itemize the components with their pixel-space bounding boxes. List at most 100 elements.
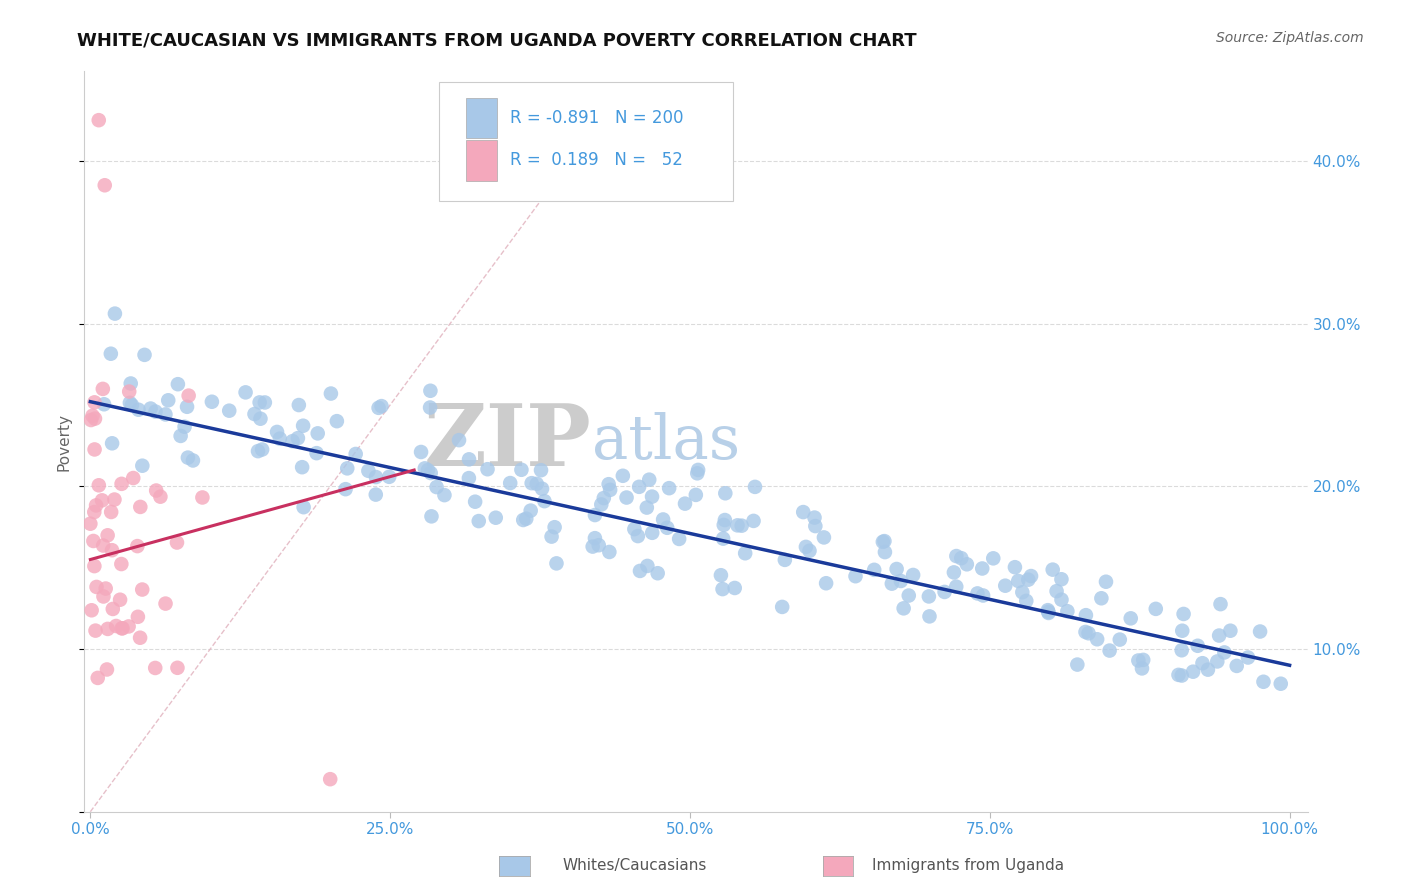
Point [79, 516, 101, 531]
Point [647, 566, 669, 581]
Point [543, 520, 565, 534]
Point [80, 413, 103, 427]
Point [84, 624, 107, 638]
Point [628, 480, 651, 494]
Point [897, 589, 920, 603]
Point [129, 500, 152, 514]
Point [157, 393, 180, 408]
Point [685, 488, 707, 502]
Point [281, 434, 304, 449]
Point [742, 514, 765, 528]
Point [91, 493, 114, 508]
Point [956, 558, 979, 572]
Point [1191, 657, 1213, 671]
Point [1045, 584, 1067, 599]
Point [711, 532, 734, 546]
Point [122, 471, 145, 485]
Point [319, 386, 342, 401]
Point [84, 499, 107, 513]
Point [966, 586, 988, 600]
Point [872, 534, 894, 549]
Point [181, 453, 204, 467]
Point [218, 403, 240, 417]
Point [91, 382, 114, 396]
Point [934, 585, 956, 599]
Point [129, 631, 152, 645]
Point [612, 468, 634, 483]
Point [94, 582, 117, 596]
Point [87, 113, 110, 128]
Point [167, 377, 190, 392]
Point [1011, 585, 1033, 599]
Point [1038, 605, 1060, 619]
Point [364, 487, 387, 501]
Point [419, 466, 441, 480]
Point [419, 401, 441, 415]
Point [1090, 591, 1112, 606]
Point [546, 557, 568, 571]
Point [127, 402, 149, 417]
Point [1219, 624, 1241, 638]
Point [499, 476, 522, 491]
Point [477, 462, 499, 476]
Point [468, 514, 491, 528]
Text: atlas: atlas [592, 411, 740, 472]
Point [96, 663, 118, 677]
Point [319, 772, 342, 787]
Point [420, 509, 443, 524]
Point [714, 486, 737, 500]
Point [1085, 632, 1108, 647]
Point [1187, 639, 1209, 653]
Point [87, 478, 110, 492]
Point [86, 580, 108, 594]
Point [419, 384, 441, 398]
Point [82, 409, 104, 423]
Point [844, 569, 866, 583]
Point [1128, 653, 1150, 667]
Point [710, 568, 733, 582]
Point [641, 490, 664, 504]
Point [1167, 668, 1189, 682]
Point [1237, 650, 1260, 665]
Point [426, 480, 449, 494]
Point [177, 450, 200, 465]
Point [367, 401, 389, 415]
Point [97, 622, 120, 636]
Text: Source: ZipAtlas.com: Source: ZipAtlas.com [1216, 31, 1364, 45]
Point [139, 401, 162, 416]
Point [191, 491, 214, 505]
Point [794, 540, 817, 554]
Point [292, 500, 315, 515]
Point [773, 553, 796, 567]
Point [1171, 668, 1194, 682]
Point [598, 477, 620, 491]
Point [457, 471, 479, 485]
Point [1197, 663, 1219, 677]
Point [714, 513, 737, 527]
Point [101, 602, 124, 616]
Point [249, 395, 271, 409]
Point [918, 609, 941, 624]
Point [588, 538, 610, 552]
Point [636, 558, 658, 573]
Point [433, 488, 456, 502]
Point [510, 463, 533, 477]
Point [485, 510, 508, 524]
Point [1066, 657, 1088, 672]
Point [893, 601, 915, 615]
Point [335, 482, 357, 496]
Point [1270, 677, 1292, 691]
Point [291, 460, 314, 475]
Point [336, 461, 359, 475]
Point [1004, 560, 1026, 574]
Point [409, 445, 432, 459]
Point [83, 505, 105, 519]
Point [815, 576, 838, 591]
Point [1171, 624, 1194, 638]
Point [288, 398, 311, 412]
Point [813, 530, 835, 544]
Point [526, 476, 548, 491]
Point [1119, 611, 1142, 625]
Y-axis label: Poverty: Poverty [56, 412, 72, 471]
Point [93, 397, 115, 411]
